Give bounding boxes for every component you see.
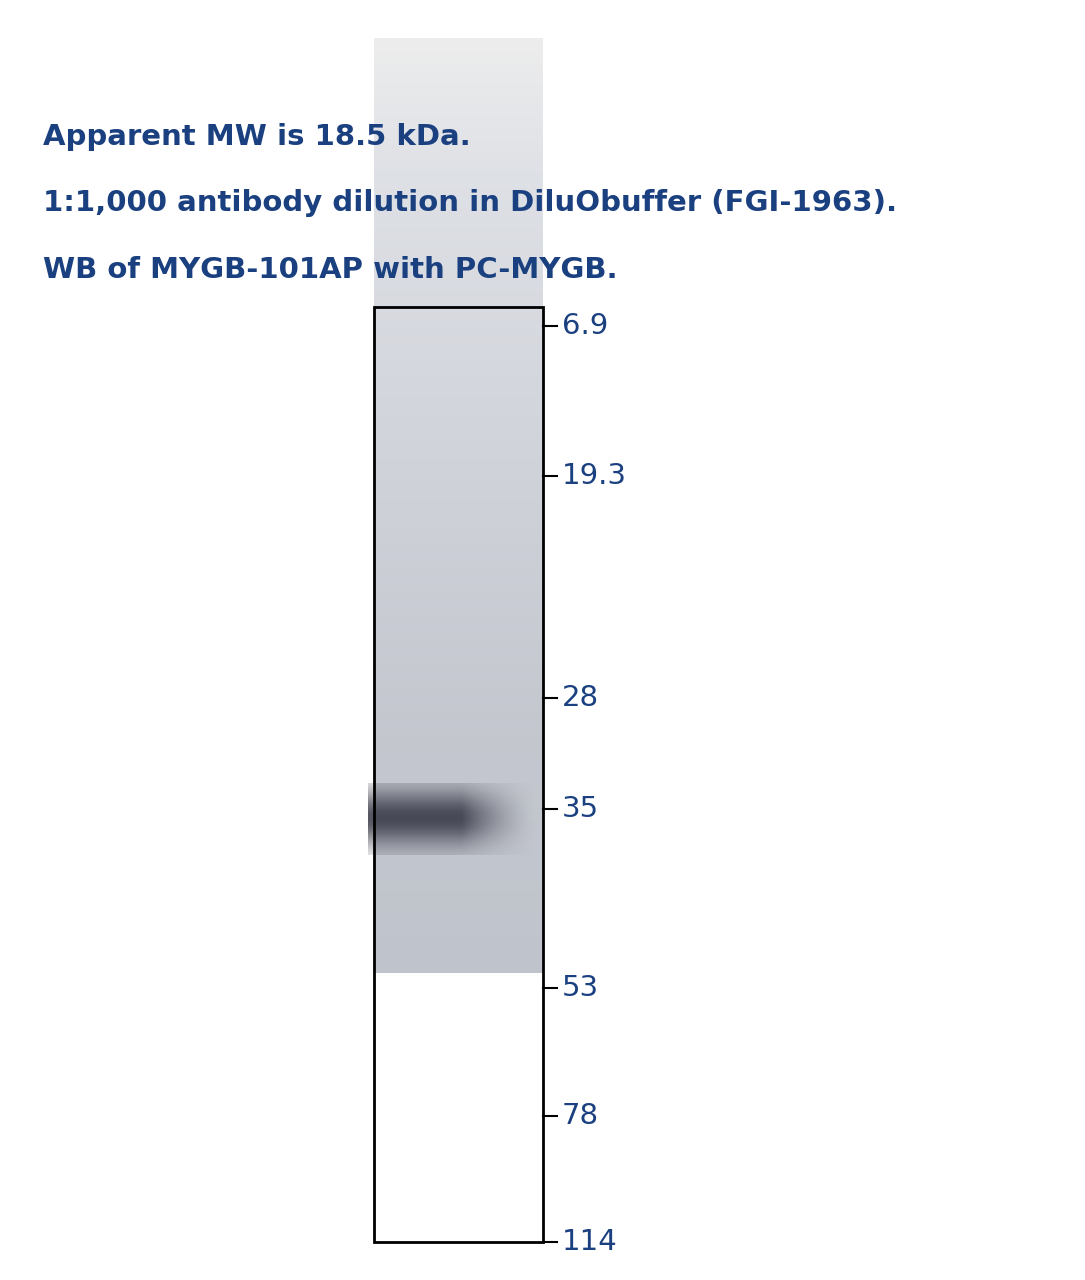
Text: 6.9: 6.9 — [562, 312, 609, 340]
Text: 19.3: 19.3 — [562, 462, 627, 490]
Text: 78: 78 — [562, 1102, 599, 1130]
Text: Apparent MW is 18.5 kDa.: Apparent MW is 18.5 kDa. — [43, 123, 471, 151]
Text: 35: 35 — [562, 795, 599, 823]
Text: 114: 114 — [562, 1228, 617, 1256]
Text: 1:1,000 antibody dilution in DiluObuffer (FGI-1963).: 1:1,000 antibody dilution in DiluObuffer… — [43, 189, 897, 218]
Text: 28: 28 — [562, 684, 599, 712]
Text: 53: 53 — [562, 974, 599, 1002]
Text: WB of MYGB-101AP with PC-MYGB.: WB of MYGB-101AP with PC-MYGB. — [43, 256, 618, 284]
Bar — [374, 307, 542, 1242]
